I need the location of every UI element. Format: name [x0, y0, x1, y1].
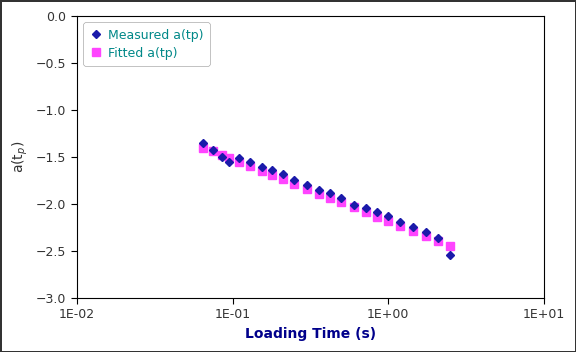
Measured a(tp) — [218, 155, 225, 159]
Fitted a(tp) — [350, 205, 357, 209]
Fitted a(tp) — [385, 219, 392, 223]
Measured a(tp) — [316, 188, 323, 192]
Fitted a(tp) — [326, 196, 333, 200]
Measured a(tp) — [374, 210, 381, 214]
Fitted a(tp) — [236, 159, 242, 164]
Measured a(tp) — [291, 178, 298, 182]
Fitted a(tp) — [446, 244, 453, 248]
Fitted a(tp) — [210, 149, 217, 153]
Measured a(tp) — [304, 183, 310, 187]
Measured a(tp) — [259, 165, 266, 169]
Measured a(tp) — [269, 168, 276, 172]
Measured a(tp) — [326, 191, 333, 195]
Fitted a(tp) — [374, 215, 381, 219]
Y-axis label: a(t$_p$): a(t$_p$) — [11, 141, 31, 173]
Measured a(tp) — [236, 156, 242, 160]
Measured a(tp) — [279, 172, 286, 177]
Measured a(tp) — [385, 214, 392, 219]
Measured a(tp) — [446, 253, 453, 257]
Measured a(tp) — [362, 206, 369, 210]
Measured a(tp) — [350, 202, 357, 207]
Fitted a(tp) — [269, 173, 276, 177]
Measured a(tp) — [200, 141, 207, 145]
Fitted a(tp) — [259, 169, 266, 173]
X-axis label: Loading Time (s): Loading Time (s) — [245, 327, 376, 341]
Fitted a(tp) — [218, 153, 225, 157]
Fitted a(tp) — [279, 177, 286, 181]
Fitted a(tp) — [226, 156, 233, 160]
Measured a(tp) — [338, 196, 345, 200]
Measured a(tp) — [210, 148, 217, 152]
Fitted a(tp) — [304, 187, 310, 191]
Measured a(tp) — [397, 220, 404, 225]
Fitted a(tp) — [247, 164, 253, 168]
Measured a(tp) — [247, 161, 253, 165]
Fitted a(tp) — [423, 234, 430, 238]
Fitted a(tp) — [316, 191, 323, 196]
Line: Measured a(tp): Measured a(tp) — [200, 140, 453, 258]
Measured a(tp) — [435, 236, 442, 240]
Fitted a(tp) — [362, 210, 369, 214]
Fitted a(tp) — [410, 229, 416, 233]
Measured a(tp) — [410, 225, 416, 230]
Legend: Measured a(tp), Fitted a(tp): Measured a(tp), Fitted a(tp) — [83, 23, 210, 66]
Measured a(tp) — [226, 159, 233, 164]
Fitted a(tp) — [338, 200, 345, 205]
Fitted a(tp) — [200, 145, 207, 150]
Fitted a(tp) — [397, 224, 404, 228]
Line: Fitted a(tp): Fitted a(tp) — [199, 144, 454, 250]
Fitted a(tp) — [435, 239, 442, 243]
Measured a(tp) — [423, 230, 430, 234]
Fitted a(tp) — [291, 182, 298, 186]
